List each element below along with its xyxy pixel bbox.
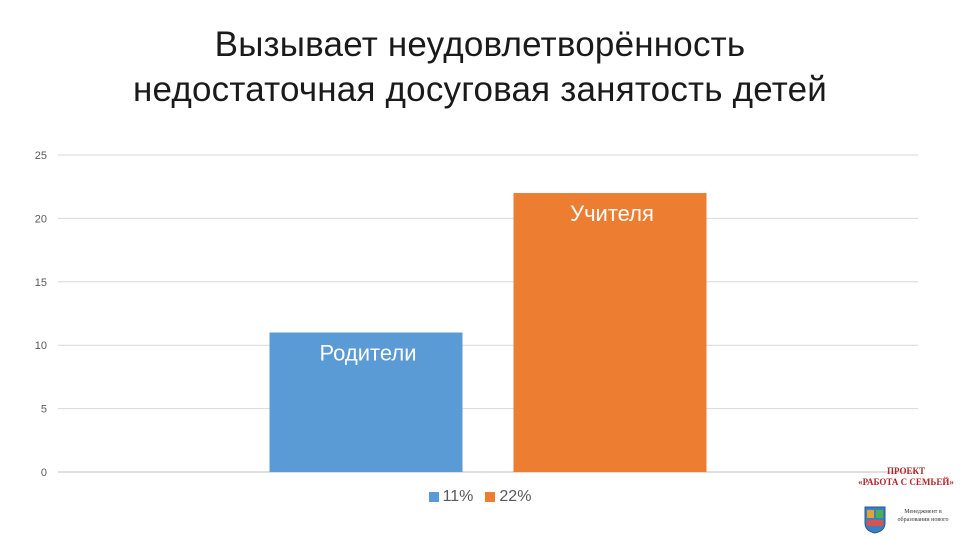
y-tick-label-10: 10 bbox=[35, 340, 47, 352]
legend-item-2: 22% bbox=[485, 488, 531, 506]
logo-line-2: «РАБОТА С СЕМЬЕЙ» bbox=[858, 477, 954, 487]
bar-1 bbox=[269, 332, 463, 472]
legend-label-1: 11% bbox=[442, 488, 474, 505]
logo-caption: Менеджмент в образовании нового bbox=[897, 509, 949, 523]
y-tick-label-15: 15 bbox=[35, 277, 47, 289]
y-tick-label-0: 0 bbox=[41, 467, 47, 479]
bar-label-1: Родители bbox=[319, 341, 416, 366]
title-line-2: недостаточная досуговая занятость детей bbox=[132, 70, 828, 109]
y-tick-label-5: 5 bbox=[41, 404, 47, 416]
legend-swatch-2 bbox=[485, 492, 496, 502]
y-tick-label-20: 20 bbox=[35, 213, 47, 225]
legend-label-2: 22% bbox=[499, 488, 532, 505]
logo-line-1: ПРОЕКТ bbox=[887, 466, 925, 476]
title-line-1: Вызывает неудовлетворённость bbox=[214, 25, 746, 64]
chart-title: Вызывает неудовлетворённость недостаточн… bbox=[0, 22, 960, 112]
bar-2 bbox=[513, 193, 707, 473]
emblem-icon bbox=[864, 506, 886, 534]
chart-legend: 11% 22% bbox=[0, 488, 960, 506]
legend-swatch-1 bbox=[428, 492, 439, 502]
bar-label-2: Учителя bbox=[570, 201, 654, 226]
y-tick-label-25: 25 bbox=[35, 150, 47, 162]
project-logo: ПРОЕКТ «РАБОТА С СЕМЬЕЙ» Менеджмент в об… bbox=[852, 466, 960, 540]
legend-item-1: 11% bbox=[428, 488, 474, 506]
